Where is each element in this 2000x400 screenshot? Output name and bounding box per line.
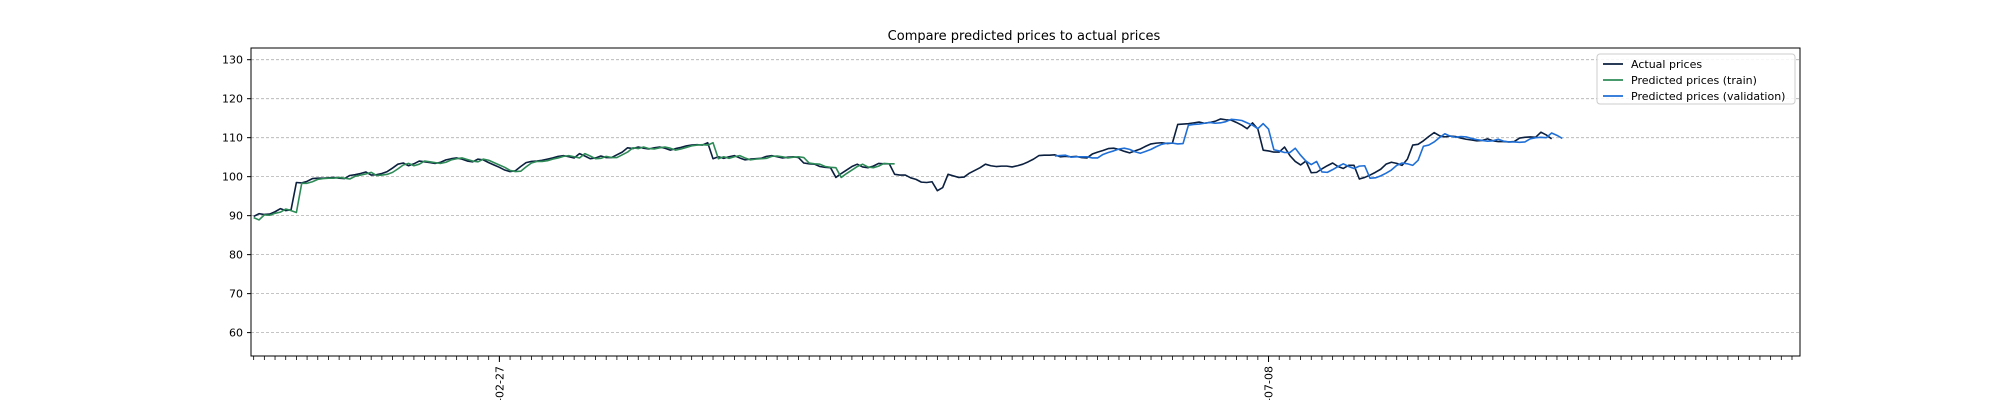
y-tick-label: 110 [222, 132, 243, 145]
y-tick-label: 90 [229, 210, 243, 223]
axes: 60 70 80 90 100 110 120 130 -02-27 -07-08 [222, 54, 1793, 400]
x-tick-label: -07-08 [1263, 366, 1276, 400]
series-line-actual [253, 118, 1553, 218]
legend-box [1596, 53, 1796, 105]
chart-title: Compare predicted prices to actual price… [888, 29, 1161, 44]
y-tick-label: 60 [229, 327, 243, 340]
legend-label: Predicted prices (train) [1631, 74, 1757, 87]
y-tick-label: 80 [229, 249, 243, 262]
series-lines [253, 118, 1563, 221]
legend: Actual prices Predicted prices (train) Pre… [1596, 53, 1796, 105]
x-tick-label: -02-27 [493, 366, 506, 400]
legend-label: Actual prices [1631, 58, 1702, 71]
y-tick-label: 130 [222, 54, 243, 67]
series-line-validation [1054, 118, 1563, 180]
legend-label: Predicted prices (validation) [1631, 90, 1785, 103]
y-tick-label: 120 [222, 93, 243, 106]
y-tick-label: 70 [229, 288, 243, 301]
series-line-train [253, 141, 895, 221]
y-tick-label: 100 [222, 171, 243, 184]
plot-area-frame [250, 47, 1801, 357]
